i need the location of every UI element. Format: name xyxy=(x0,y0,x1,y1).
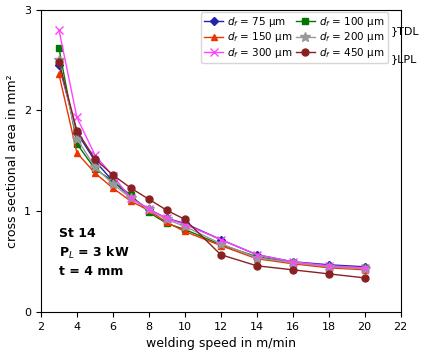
Legend: $d_f$ = 75 μm, $d_f$ = 150 μm, $d_f$ = 300 μm, $d_f$ = 100 μm, $d_f$ = 200 μm, $: $d_f$ = 75 μm, $d_f$ = 150 μm, $d_f$ = 3… xyxy=(201,12,388,63)
$d_f$ = 200 μm xyxy=(56,58,61,62)
X-axis label: welding speed in m/min: welding speed in m/min xyxy=(146,337,296,350)
$d_f$ = 150 μm xyxy=(75,151,80,155)
$d_f$ = 300 μm xyxy=(182,222,187,226)
$d_f$ = 300 μm xyxy=(254,252,259,257)
$d_f$ = 450 μm xyxy=(326,272,331,276)
$d_f$ = 75 μm xyxy=(128,195,133,199)
$d_f$ = 200 μm xyxy=(362,267,367,271)
$d_f$ = 100 μm xyxy=(164,221,170,226)
$d_f$ = 75 μm xyxy=(164,216,170,220)
$d_f$ = 300 μm xyxy=(92,153,98,157)
$d_f$ = 300 μm xyxy=(164,216,170,220)
$d_f$ = 300 μm xyxy=(362,266,367,270)
$d_f$ = 450 μm xyxy=(146,197,151,201)
$d_f$ = 150 μm xyxy=(146,208,151,213)
$d_f$ = 450 μm xyxy=(92,157,98,161)
$d_f$ = 150 μm xyxy=(218,244,223,248)
$d_f$ = 75 μm xyxy=(92,159,98,163)
$d_f$ = 300 μm xyxy=(56,28,61,32)
Line: $d_f$ = 450 μm: $d_f$ = 450 μm xyxy=(55,58,368,281)
$d_f$ = 100 μm xyxy=(290,261,295,265)
$d_f$ = 75 μm xyxy=(218,237,223,242)
$d_f$ = 100 μm xyxy=(362,266,367,270)
$d_f$ = 150 μm xyxy=(326,266,331,270)
$d_f$ = 100 μm xyxy=(110,179,115,183)
$d_f$ = 300 μm xyxy=(110,174,115,178)
$d_f$ = 100 μm xyxy=(146,210,151,214)
$d_f$ = 75 μm xyxy=(362,265,367,269)
$d_f$ = 200 μm xyxy=(254,256,259,260)
Line: $d_f$ = 200 μm: $d_f$ = 200 μm xyxy=(54,55,369,274)
$d_f$ = 75 μm xyxy=(75,131,80,135)
$d_f$ = 300 μm xyxy=(326,264,331,268)
$d_f$ = 450 μm xyxy=(182,217,187,221)
$d_f$ = 100 μm xyxy=(75,142,80,146)
$d_f$ = 75 μm xyxy=(56,63,61,67)
$d_f$ = 200 μm xyxy=(110,182,115,186)
$d_f$ = 300 μm xyxy=(146,207,151,211)
$d_f$ = 100 μm xyxy=(218,242,223,247)
$d_f$ = 200 μm xyxy=(218,241,223,246)
Text: }TDL: }TDL xyxy=(391,26,420,36)
$d_f$ = 200 μm xyxy=(164,217,170,221)
$d_f$ = 150 μm xyxy=(254,257,259,261)
$d_f$ = 300 μm xyxy=(75,115,80,120)
$d_f$ = 100 μm xyxy=(182,227,187,232)
$d_f$ = 450 μm xyxy=(362,276,367,280)
$d_f$ = 150 μm xyxy=(92,171,98,175)
$d_f$ = 200 μm xyxy=(182,224,187,229)
Y-axis label: cross sectional area in mm²: cross sectional area in mm² xyxy=(6,74,19,248)
$d_f$ = 200 μm xyxy=(290,261,295,265)
$d_f$ = 450 μm xyxy=(164,208,170,213)
$d_f$ = 150 μm xyxy=(182,229,187,234)
$d_f$ = 300 μm xyxy=(218,237,223,242)
$d_f$ = 450 μm xyxy=(128,186,133,190)
$d_f$ = 450 μm xyxy=(110,173,115,177)
$d_f$ = 150 μm xyxy=(110,186,115,190)
$d_f$ = 75 μm xyxy=(146,207,151,211)
$d_f$ = 75 μm xyxy=(182,221,187,226)
Line: $d_f$ = 150 μm: $d_f$ = 150 μm xyxy=(55,70,368,273)
$d_f$ = 450 μm xyxy=(218,252,223,257)
$d_f$ = 200 μm xyxy=(128,196,133,200)
$d_f$ = 150 μm xyxy=(164,220,170,225)
$d_f$ = 100 μm xyxy=(92,167,98,171)
$d_f$ = 450 μm xyxy=(56,60,61,64)
$d_f$ = 75 μm xyxy=(110,179,115,183)
Line: $d_f$ = 300 μm: $d_f$ = 300 μm xyxy=(55,26,369,272)
$d_f$ = 200 μm xyxy=(92,165,98,169)
Text: St 14
P$_L$ = 3 kW
t = 4 mm: St 14 P$_L$ = 3 kW t = 4 mm xyxy=(59,227,130,278)
$d_f$ = 300 μm xyxy=(128,196,133,200)
Line: $d_f$ = 75 μm: $d_f$ = 75 μm xyxy=(56,62,367,269)
Text: }LPL: }LPL xyxy=(391,54,417,64)
$d_f$ = 150 μm xyxy=(290,262,295,266)
$d_f$ = 150 μm xyxy=(128,199,133,203)
$d_f$ = 450 μm xyxy=(290,268,295,272)
$d_f$ = 200 μm xyxy=(75,137,80,141)
$d_f$ = 75 μm xyxy=(254,252,259,257)
$d_f$ = 200 μm xyxy=(146,207,151,211)
$d_f$ = 100 μm xyxy=(128,193,133,197)
$d_f$ = 300 μm xyxy=(290,260,295,264)
$d_f$ = 100 μm xyxy=(326,265,331,269)
$d_f$ = 100 μm xyxy=(56,46,61,50)
Line: $d_f$ = 100 μm: $d_f$ = 100 μm xyxy=(55,44,368,271)
$d_f$ = 75 μm xyxy=(326,263,331,267)
$d_f$ = 150 μm xyxy=(56,72,61,76)
$d_f$ = 450 μm xyxy=(75,129,80,133)
$d_f$ = 75 μm xyxy=(290,260,295,264)
$d_f$ = 450 μm xyxy=(254,264,259,268)
$d_f$ = 100 μm xyxy=(254,255,259,259)
$d_f$ = 200 μm xyxy=(326,265,331,269)
$d_f$ = 150 μm xyxy=(362,268,367,272)
